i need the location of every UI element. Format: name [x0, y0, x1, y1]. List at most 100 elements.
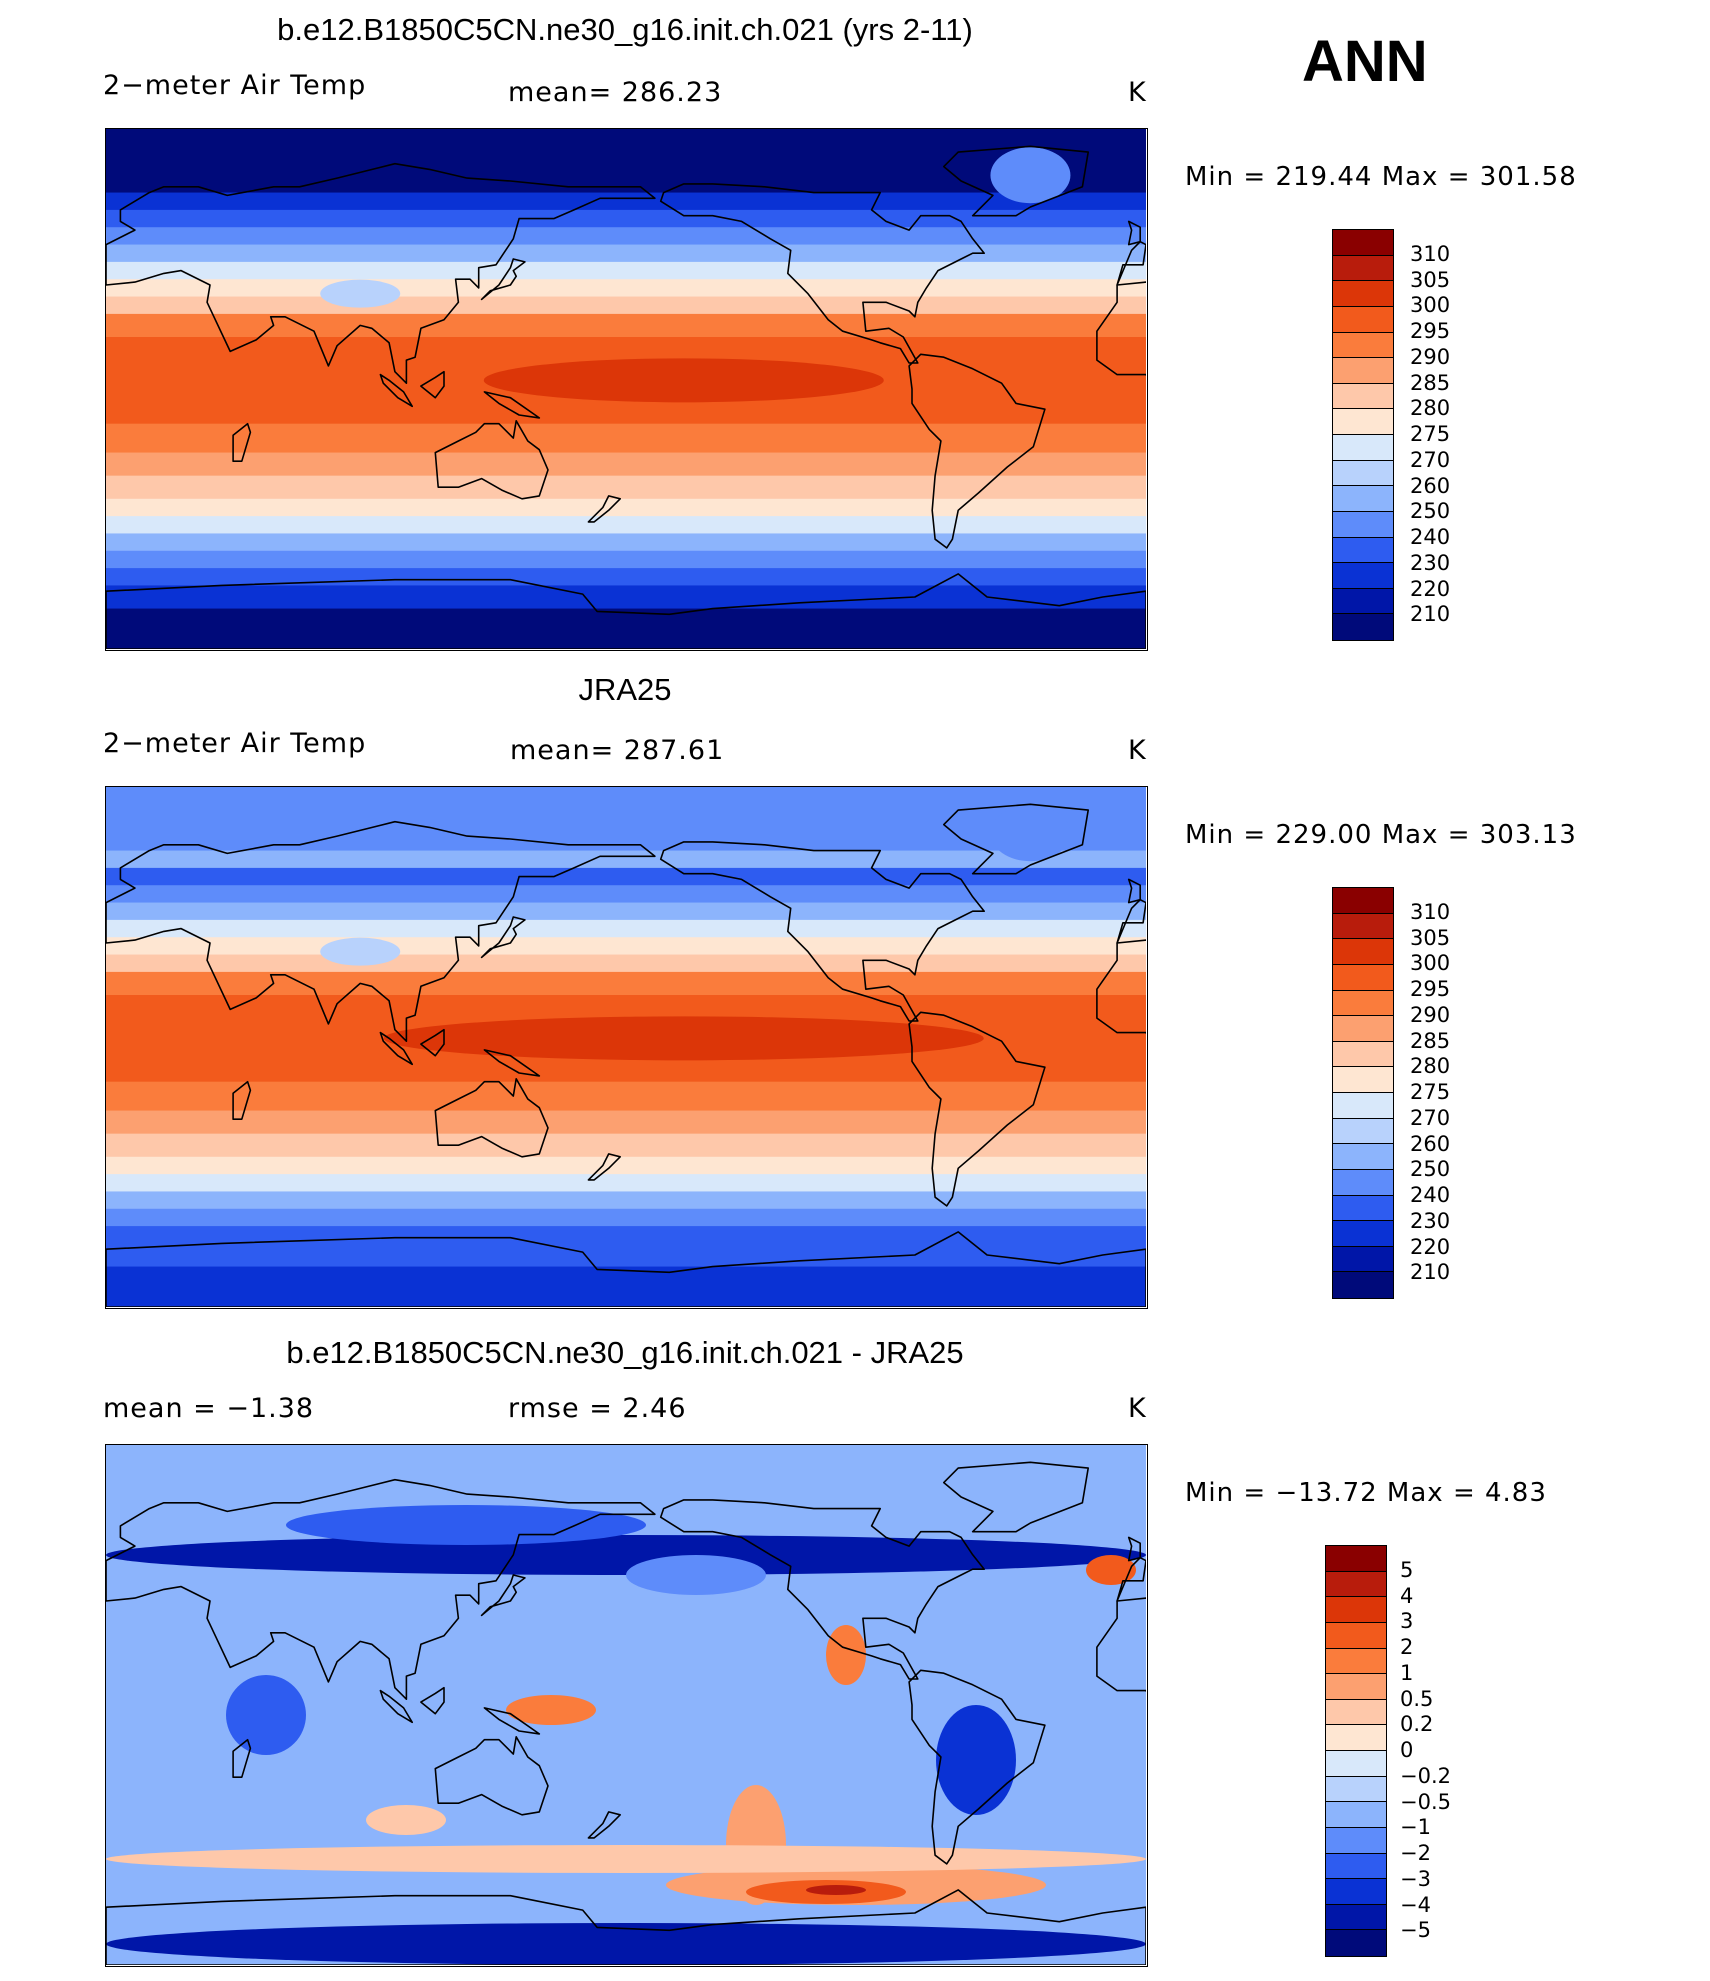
colorbar-swatch [1333, 1041, 1393, 1068]
colorbar-swatch [1326, 1674, 1386, 1700]
difference-anomaly [286, 1505, 646, 1545]
colorbar-tick-label: 250 [1410, 499, 1451, 524]
colorbar-swatch [1326, 1930, 1386, 1956]
colorbar-tick-label: 270 [1410, 447, 1451, 472]
colorbar-swatch [1326, 1622, 1386, 1649]
temperature-band [106, 1208, 1146, 1227]
colorbar-swatch [1333, 1118, 1393, 1145]
colorbar-swatch [1333, 964, 1393, 991]
panel-2-minmax: Min = 229.00 Max = 303.13 [1185, 820, 1577, 850]
coastline [1096, 1597, 1146, 1693]
temperature-band [106, 1226, 1146, 1244]
coastline [1116, 1556, 1146, 1602]
colorbar-tick-label: 3 [1400, 1609, 1414, 1634]
coastline [942, 803, 1090, 875]
colorbar-swatch [1333, 1144, 1393, 1170]
colorbar-tick-label: 4 [1400, 1583, 1414, 1608]
temperature-band [106, 608, 1146, 649]
colorbar-swatch [1333, 614, 1393, 640]
colorbar-swatch [1333, 255, 1393, 282]
colorbar-swatch [1326, 1751, 1386, 1777]
coastline [106, 1889, 1146, 1965]
temperature-band [106, 954, 1146, 973]
temperature-band [106, 261, 1146, 280]
temperature-band [106, 937, 1146, 956]
temperature-band [106, 1174, 1146, 1192]
colorbar-tick-label: 270 [1410, 1105, 1451, 1130]
panel-2-units-label: K [1128, 735, 1147, 766]
colorbar-tick-label: 210 [1410, 602, 1451, 627]
colorbar-tick-label: 310 [1410, 899, 1451, 924]
colorbar-tick-label: 310 [1410, 241, 1451, 266]
coastline [379, 1031, 414, 1066]
colorbar-swatch [1333, 306, 1393, 333]
colorbar-swatch [1333, 1246, 1393, 1273]
temperature-band [106, 227, 1146, 246]
colorbar-tick-label: 250 [1410, 1157, 1451, 1182]
coastline [232, 1738, 252, 1779]
temperature-band [106, 919, 1146, 938]
coastline [1127, 878, 1141, 904]
colorbar-tick-label: 280 [1410, 396, 1451, 421]
temperature-band [106, 850, 1146, 869]
colorbar-tick-label: 290 [1410, 1002, 1451, 1027]
panel-2-title: JRA25 [578, 672, 672, 707]
coastline [480, 258, 526, 301]
colorbar-tick-label: 1 [1400, 1660, 1414, 1685]
panel-1-units-label: K [1128, 77, 1147, 108]
colorbar-swatch [1333, 939, 1393, 965]
colorbar-tick-label: 275 [1410, 422, 1451, 446]
difference-anomaly [806, 1885, 866, 1895]
coastline [379, 373, 414, 408]
greenland-cold-spot [990, 147, 1071, 204]
season-label: ANN [1302, 29, 1428, 94]
colorbar-tick-label: 300 [1410, 951, 1451, 976]
colorbar-swatch [1333, 563, 1393, 589]
colorbar-tick-label: −0.5 [1400, 1789, 1451, 1814]
coastline [908, 1669, 1046, 1865]
coastline [908, 1011, 1046, 1207]
colorbar-swatch [1333, 990, 1393, 1017]
panel-2-map-canvas [106, 787, 1146, 1307]
difference-anomaly [1086, 1555, 1136, 1585]
difference-anomaly [506, 1695, 596, 1725]
panel-3-title: b.e12.B1850C5CN.ne30_g16.init.ch.021 - J… [286, 1335, 964, 1370]
difference-anomaly [936, 1705, 1016, 1815]
colorbar-tick-label: 0.5 [1400, 1686, 1434, 1711]
panel-3-map [105, 1444, 1148, 1967]
coastline [908, 353, 1046, 549]
temperature-band [106, 452, 1146, 477]
colorbar-tick-label: 305 [1410, 267, 1451, 292]
temperature-band [106, 498, 1146, 517]
difference-anomaly [626, 1555, 766, 1595]
colorbar-tick-label: 305 [1410, 925, 1451, 950]
colorbar-tick-label: 0 [1400, 1738, 1414, 1762]
coastline [1127, 1536, 1141, 1562]
colorbar-swatch [1326, 1904, 1386, 1931]
warm-pool [383, 1016, 984, 1061]
colorbar-tick-label: −5 [1400, 1918, 1431, 1943]
colorbar-tick-label: 260 [1410, 1131, 1451, 1156]
coastline [1127, 220, 1141, 246]
temperature-band [106, 1191, 1146, 1210]
coastline [232, 422, 252, 463]
coastline [434, 1077, 549, 1158]
coastline [106, 820, 656, 1042]
colorbar-tick-label: 0.2 [1400, 1712, 1434, 1737]
coastline [587, 495, 622, 523]
coastline [1096, 281, 1146, 377]
colorbar-swatch [1326, 1546, 1386, 1572]
panel-3-map-canvas [106, 1445, 1146, 1965]
panel-2-mean-label: mean= 287.61 [510, 735, 725, 766]
colorbar-tick-label: −1 [1400, 1815, 1431, 1840]
coastline [434, 419, 549, 500]
colorbar-swatch [1326, 1802, 1386, 1828]
coastline [942, 1461, 1090, 1533]
temperature-band [106, 533, 1146, 552]
panel-3-colorbar [1325, 1545, 1387, 1957]
warm-pool [483, 358, 884, 403]
coastline [379, 1689, 414, 1724]
colorbar-tick-label: 2 [1400, 1635, 1414, 1659]
coastline [483, 1707, 541, 1735]
colorbar-tick-label: 295 [1410, 977, 1451, 1001]
